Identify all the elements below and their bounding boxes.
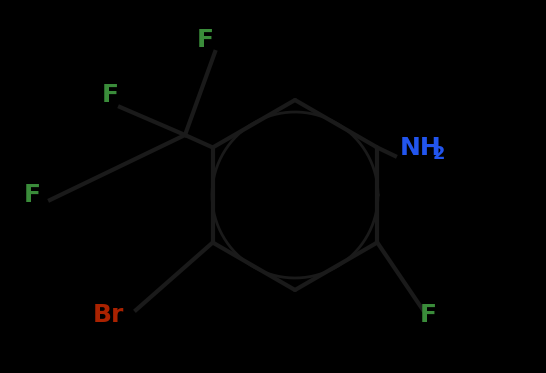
Text: NH: NH bbox=[400, 136, 442, 160]
Text: Br: Br bbox=[92, 303, 124, 327]
Text: F: F bbox=[102, 83, 118, 107]
Text: F: F bbox=[419, 303, 436, 327]
Text: F: F bbox=[23, 183, 40, 207]
Text: F: F bbox=[197, 28, 213, 52]
Text: 2: 2 bbox=[433, 145, 446, 163]
